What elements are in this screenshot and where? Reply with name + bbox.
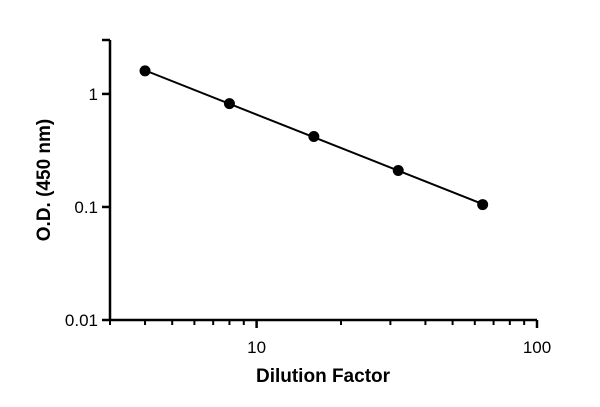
- plot-area: [139, 65, 489, 211]
- data-point: [308, 131, 320, 143]
- y-tick-label: 0.01: [65, 311, 98, 330]
- data-point: [392, 165, 404, 177]
- y-tick-label: 1: [89, 85, 98, 104]
- ticks: [102, 38, 539, 328]
- y-axis-title: O.D. (450 nm): [34, 119, 55, 241]
- axes: [108, 40, 537, 322]
- data-point: [139, 65, 151, 77]
- x-axis-title: Dilution Factor: [256, 366, 391, 387]
- tick-labels: 10 100 0.01 0.1 1: [65, 85, 551, 357]
- x-tick-label: 100: [523, 338, 551, 357]
- data-point: [477, 199, 489, 211]
- x-tick-label: 10: [247, 338, 266, 357]
- y-tick-label: 0.1: [74, 198, 98, 217]
- data-point: [223, 98, 235, 110]
